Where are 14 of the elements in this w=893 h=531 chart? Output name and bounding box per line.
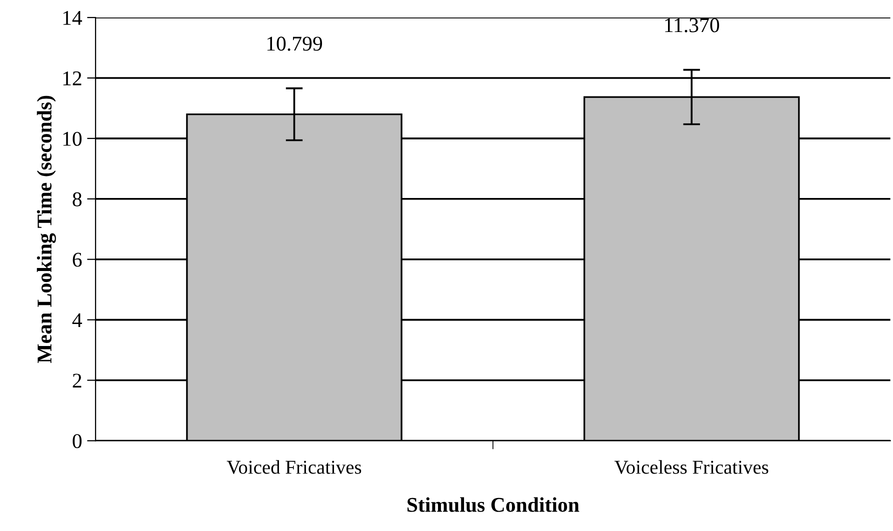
data-label: 11.370 bbox=[665, 18, 720, 32]
y-tick-label: 0 bbox=[72, 434, 82, 448]
y-axis-title: Mean Looking Time (seconds) bbox=[36, 96, 56, 363]
y-tick-label: 8 bbox=[72, 192, 82, 206]
y-tick-label: 12 bbox=[63, 71, 82, 86]
y-tick-label: 14 bbox=[63, 11, 82, 25]
y-tick-label: 2 bbox=[72, 374, 82, 388]
x-tick-label: Voiceless Fricatives bbox=[614, 460, 768, 474]
x-axis-title: Stimulus Condition bbox=[408, 497, 580, 512]
y-tick-label: 6 bbox=[72, 252, 82, 267]
x-tick-label: Voiced Fricatives bbox=[226, 460, 362, 474]
y-tick-label: 10 bbox=[63, 132, 82, 146]
data-label: 10.799 bbox=[267, 36, 322, 51]
y-tick-label: 4 bbox=[72, 313, 82, 328]
